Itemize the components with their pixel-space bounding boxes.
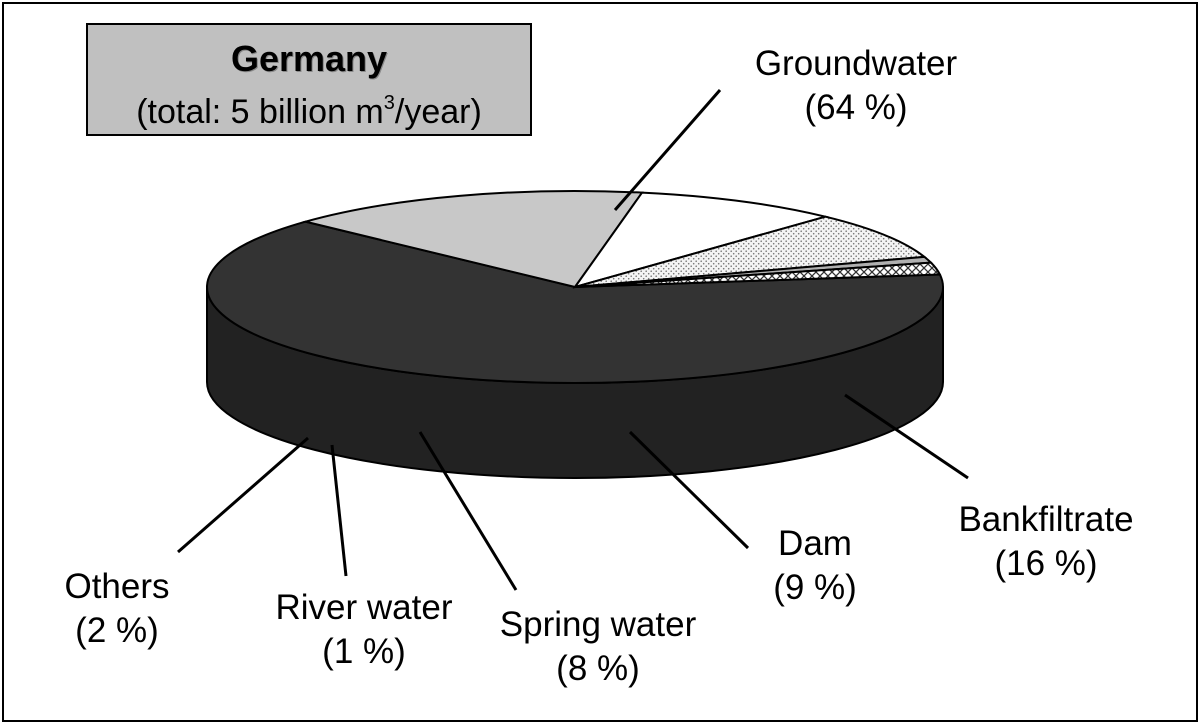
chart-title-box: Germany (total: 5 billion m3/year) — [86, 23, 532, 136]
pie-slice-dam — [572, 191, 830, 289]
leader-line-others — [177, 436, 309, 554]
label-groundwater: Groundwater (64 %) — [754, 44, 958, 127]
leader-line-spring-water — [418, 431, 518, 591]
label-bankfiltrate: Bankfiltrate (16 %) — [958, 500, 1134, 583]
pie-slice-groundwater — [206, 220, 944, 384]
leader-line-dam — [628, 430, 750, 550]
leader-line-river-water — [330, 444, 348, 577]
chart-title: Germany — [230, 38, 388, 79]
chart-subtitle: (total: 5 billion m3/year) — [136, 92, 482, 131]
label-spring-water: Spring water (8 %) — [499, 605, 697, 688]
label-dam: Dam (9 %) — [773, 524, 857, 607]
label-others: Others (2 %) — [64, 567, 170, 650]
leader-line-groundwater — [613, 89, 722, 211]
pie-slice-others — [574, 261, 942, 288]
leader-line-bankfiltrate — [844, 393, 969, 480]
pie-slice-spring-water — [574, 215, 927, 288]
pie-slice-bankfiltrate — [301, 190, 644, 289]
label-river-water: River water (1 %) — [275, 588, 453, 671]
